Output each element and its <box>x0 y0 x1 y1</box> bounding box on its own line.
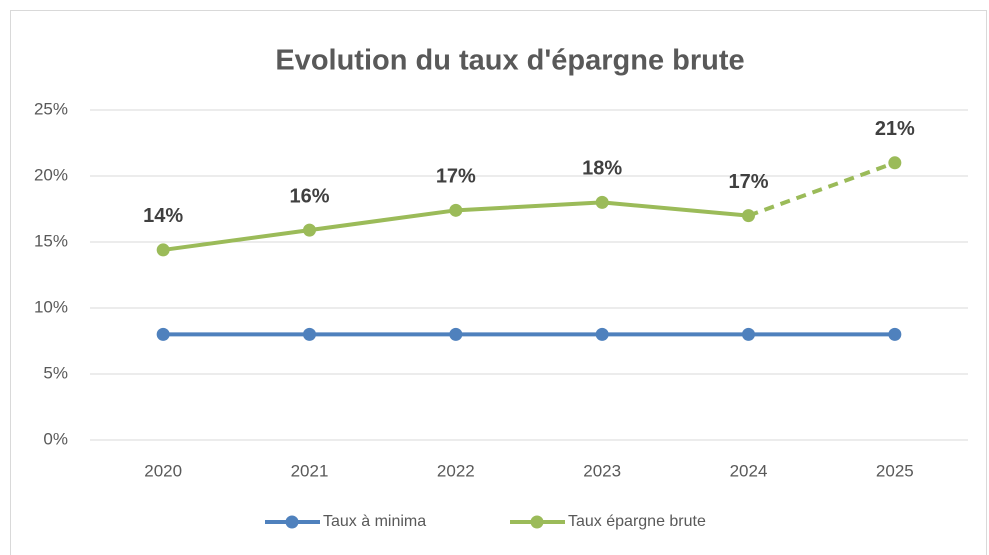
y-tick-label: 5% <box>43 363 68 382</box>
marker <box>449 203 463 217</box>
legend-marker <box>530 515 544 529</box>
data-label: 17% <box>436 166 476 188</box>
chart-title: Evolution du taux d'épargne brute <box>275 45 744 77</box>
marker <box>888 327 902 341</box>
x-tick-label: 2024 <box>730 461 768 480</box>
marker <box>156 327 170 341</box>
marker <box>742 327 755 341</box>
y-tick-label: 0% <box>43 429 68 448</box>
data-label: 18% <box>582 158 622 180</box>
y-tick-label: 15% <box>34 231 68 250</box>
marker <box>595 327 609 341</box>
marker <box>303 327 316 341</box>
series-line-dashed <box>747 160 896 218</box>
data-label: 16% <box>289 185 329 207</box>
data-label: 17% <box>728 171 768 193</box>
y-tick-label: 10% <box>34 297 68 316</box>
marker <box>595 195 609 209</box>
legend-label: Taux épargne brute <box>568 513 706 530</box>
x-tick-label: 2023 <box>583 461 621 480</box>
x-tick-label: 2025 <box>876 461 914 480</box>
legend-label: Taux à minima <box>323 513 426 530</box>
marker <box>742 209 755 223</box>
y-tick-label: 25% <box>34 99 68 118</box>
data-label: 14% <box>143 205 183 227</box>
y-tick-label: 20% <box>34 165 68 184</box>
marker <box>156 243 170 257</box>
data-label: 21% <box>875 118 915 140</box>
marker <box>888 156 902 170</box>
x-tick-label: 2020 <box>144 461 182 480</box>
marker <box>449 327 463 341</box>
chart-border <box>10 10 987 555</box>
x-tick-label: 2021 <box>291 461 329 480</box>
legend-marker <box>285 515 299 529</box>
marker <box>303 223 316 237</box>
x-tick-label: 2022 <box>437 461 475 480</box>
